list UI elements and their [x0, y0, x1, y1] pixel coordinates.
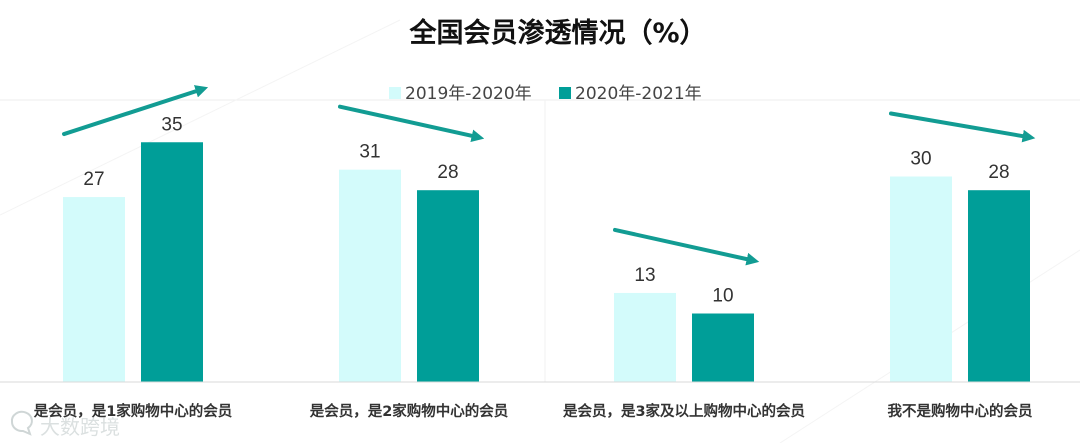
data-label: 30: [910, 149, 931, 170]
category-label: 我不是购物中心的会员: [888, 402, 1033, 420]
legend-swatch: [389, 87, 401, 99]
trend-arrow: [889, 111, 1036, 143]
data-label: 13: [634, 265, 655, 286]
value-labels: 27 35 31 28 13 10 30 28: [83, 114, 1009, 306]
chat-bubble-icon: [10, 410, 33, 436]
data-label: 28: [437, 162, 458, 183]
bar: [417, 190, 479, 382]
legend: 2019年-2020年 2020年-2021年: [389, 84, 702, 104]
bar: [890, 176, 952, 382]
data-label: 27: [83, 169, 104, 190]
category-label: 是会员，是1家购物中心的会员: [33, 402, 233, 420]
legend-swatch: [559, 87, 571, 99]
chart-title: 全国会员渗透情况（%）: [408, 17, 706, 49]
data-label: 35: [161, 114, 182, 135]
bar: [141, 142, 203, 382]
trend-arrow: [338, 104, 485, 143]
bar: [63, 197, 125, 382]
watermark-text: 大数跨境: [40, 415, 120, 439]
category-labels: 是会员，是1家购物中心的会员 是会员，是2家购物中心的会员 是会员，是3家及以上购物…: [33, 402, 1033, 420]
category-label: 是会员，是2家购物中心的会员: [309, 402, 509, 420]
legend-label: 2019年-2020年: [405, 84, 532, 104]
watermark: 大数跨境: [10, 410, 120, 439]
data-label: 28: [988, 162, 1009, 183]
bar: [968, 190, 1030, 382]
bar: [614, 292, 676, 382]
bars: [63, 142, 1030, 382]
data-label: 10: [712, 286, 733, 307]
trend-arrows: [62, 85, 1036, 266]
trend-arrow: [613, 227, 760, 266]
data-label: 31: [359, 142, 380, 163]
category-label: 是会员，是3家及以上购物中心的会员: [562, 402, 805, 420]
legend-label: 2020年-2021年: [575, 84, 702, 104]
bar: [339, 169, 401, 382]
trend-arrow: [62, 85, 209, 137]
bar: [692, 313, 754, 382]
